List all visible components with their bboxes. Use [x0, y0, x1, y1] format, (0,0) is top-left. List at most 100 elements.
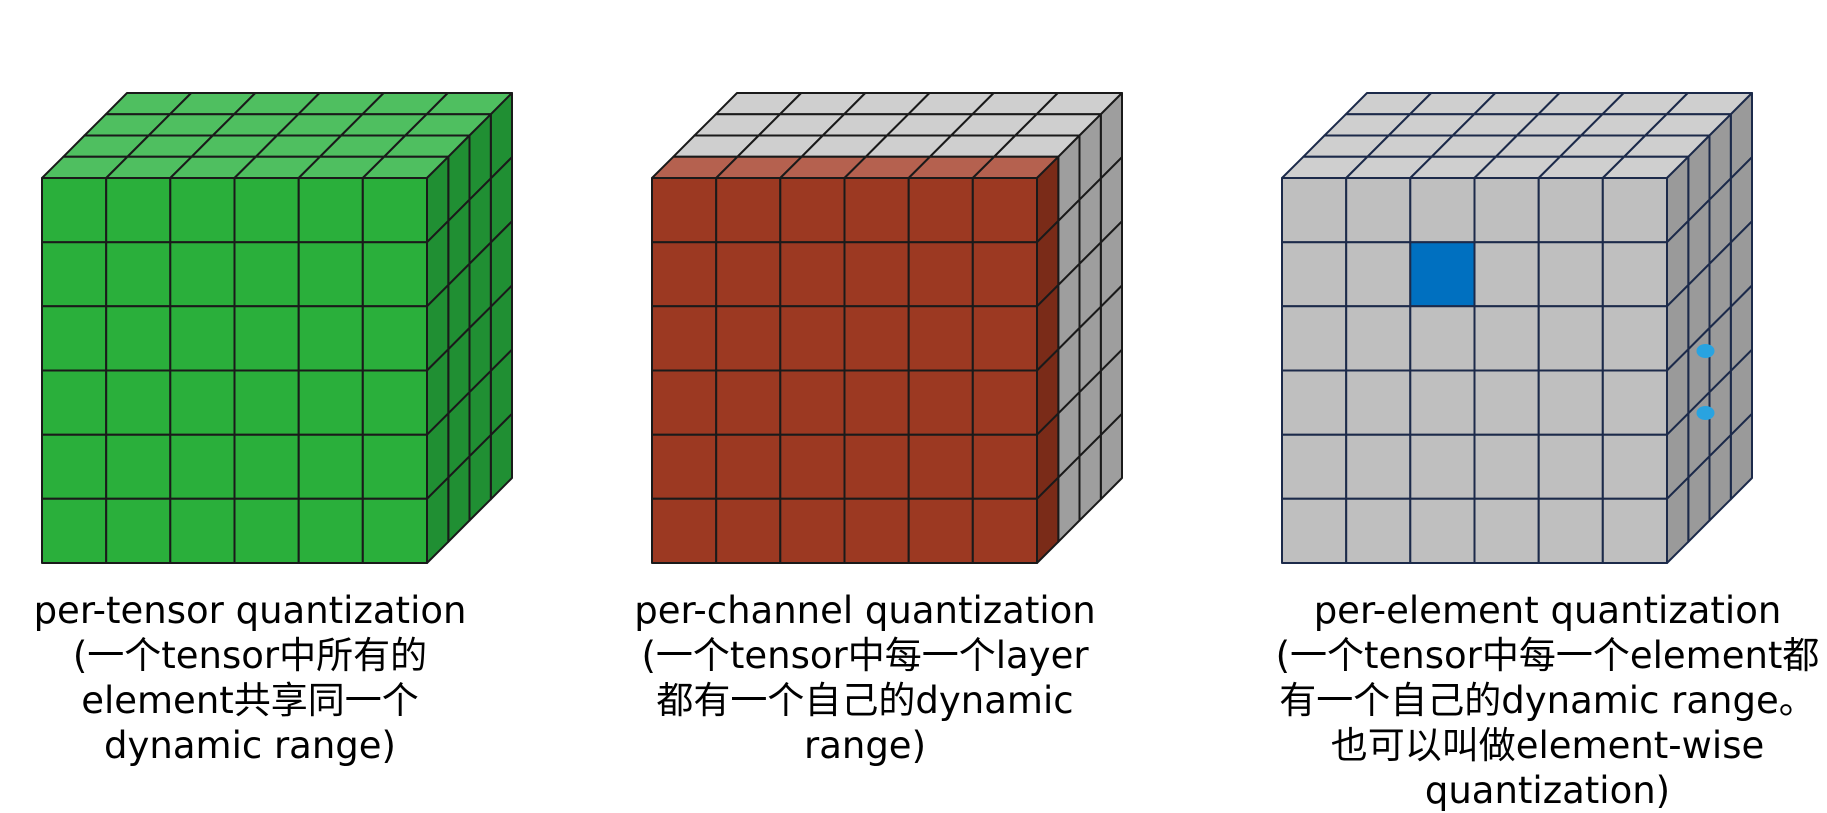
front-face-cell [1345, 305, 1412, 372]
front-face-cell [651, 497, 718, 564]
front-face-cell [715, 369, 782, 436]
front-face-cell [1473, 369, 1540, 436]
front-face-cell [971, 177, 1038, 244]
front-face-cell [297, 433, 364, 500]
front-face-cell [1409, 241, 1476, 308]
front-face-cell [715, 433, 782, 500]
front-face-cell [105, 497, 172, 564]
front-face-cell [907, 241, 974, 308]
front-face-cell [105, 177, 172, 244]
front-face-cell [233, 305, 300, 372]
front-face-cell [1409, 369, 1476, 436]
caption-line: (一个tensor中所有的 [72, 634, 428, 677]
front-face-cell [297, 177, 364, 244]
front-face-cell [1281, 305, 1348, 372]
front-face-cell [1601, 177, 1668, 244]
front-face-cell [233, 177, 300, 244]
front-face-cell [907, 305, 974, 372]
front-face-cell [843, 241, 910, 308]
front-face-cell [1601, 241, 1668, 308]
caption-title: per-element quantization [1313, 589, 1782, 632]
front-face-cell [1473, 177, 1540, 244]
front-face-cell [105, 369, 172, 436]
front-face-cell [1345, 241, 1412, 308]
front-face-cell [907, 177, 974, 244]
front-face-cell [651, 433, 718, 500]
front-face-cell [297, 369, 364, 436]
front-face-cell [715, 177, 782, 244]
caption-line: dynamic range) [104, 724, 396, 767]
per-tensor-caption: per-tensor quantization (一个tensor中所有的 el… [10, 588, 490, 768]
front-face-cell [1345, 369, 1412, 436]
front-face-cell [361, 305, 428, 372]
front-face-cell [843, 369, 910, 436]
front-face-cell [361, 241, 428, 308]
front-face-cell [779, 177, 846, 244]
caption-line: (一个tensor中每一个layer [641, 634, 1089, 677]
caption-line: element共享同一个 [81, 679, 419, 722]
front-face-cell [1281, 433, 1348, 500]
front-face-cell [971, 241, 1038, 308]
front-face-cell [297, 241, 364, 308]
front-face-cell [1345, 433, 1412, 500]
front-face-cell [1537, 241, 1604, 308]
front-face-cell [651, 369, 718, 436]
front-face-cell [843, 305, 910, 372]
per-channel-caption: per-channel quantization (一个tensor中每一个la… [625, 588, 1105, 768]
front-face-cell [1473, 305, 1540, 372]
caption-line: range) [803, 724, 927, 767]
front-face-cell [169, 433, 236, 500]
front-face-cell [1601, 433, 1668, 500]
front-face-cell [233, 433, 300, 500]
front-face-cell [1601, 369, 1668, 436]
front-face-cell [843, 497, 910, 564]
caption-title: per-tensor quantization [33, 589, 467, 632]
front-face-cell [651, 177, 718, 244]
front-face-cell [715, 241, 782, 308]
caption-line: quantization) [1424, 769, 1671, 812]
front-face-cell [971, 433, 1038, 500]
caption-title: per-channel quantization [634, 589, 1096, 632]
front-face-cell [1473, 497, 1540, 564]
front-face-cell [297, 497, 364, 564]
front-face-cell [1537, 305, 1604, 372]
front-face-cell [105, 305, 172, 372]
front-face-cell [715, 305, 782, 372]
front-face-cell [41, 241, 108, 308]
front-face-cell [1537, 369, 1604, 436]
front-face-cell [41, 497, 108, 564]
front-face-cell [651, 305, 718, 372]
front-face-cell [1537, 497, 1604, 564]
front-face-cell [779, 305, 846, 372]
front-face-cell [715, 497, 782, 564]
caption-line: (一个tensor中每一个element都 [1275, 634, 1820, 677]
front-face-cell [1281, 241, 1348, 308]
front-face-cell [297, 305, 364, 372]
front-face-cell [233, 241, 300, 308]
front-face-cell [41, 369, 108, 436]
front-face-cell [105, 241, 172, 308]
front-face-cell [169, 177, 236, 244]
front-face-cell [169, 497, 236, 564]
front-face-cell [907, 497, 974, 564]
front-face-cell [1473, 241, 1540, 308]
front-face-cell [169, 241, 236, 308]
front-face-cell [779, 241, 846, 308]
front-face-cell [169, 369, 236, 436]
front-face-cell [233, 369, 300, 436]
front-face-cell [1601, 305, 1668, 372]
per-channel-cube [651, 92, 1123, 564]
front-face-cell [907, 433, 974, 500]
front-face-cell [1345, 177, 1412, 244]
front-face-cell [1409, 497, 1476, 564]
front-face-cell [1537, 177, 1604, 244]
caption-line: 有一个自己的dynamic range。 [1279, 679, 1816, 722]
front-face-cell [779, 433, 846, 500]
front-face-cell [651, 241, 718, 308]
front-face-cell [779, 497, 846, 564]
front-face-cell [779, 369, 846, 436]
front-face-cell [1409, 177, 1476, 244]
front-face-cell [361, 433, 428, 500]
front-face-cell [843, 433, 910, 500]
front-face-cell [169, 305, 236, 372]
